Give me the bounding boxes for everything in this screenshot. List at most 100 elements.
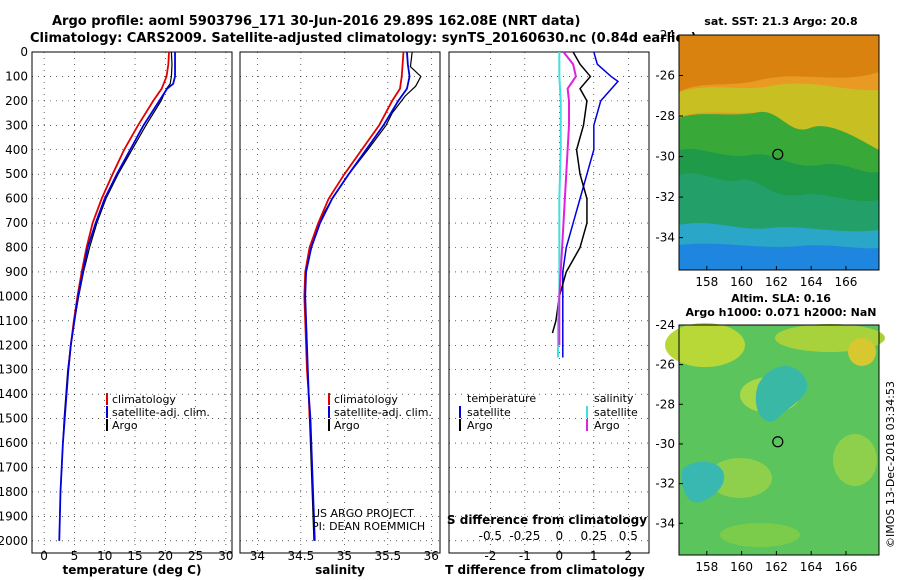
sla-map-axes: -24 -26 -28 -30 -32 -34 158 160 162 164 166 (655, 318, 857, 574)
legend-t-satellite-swatch (459, 406, 461, 418)
depth-tick-label: 1800 (0, 485, 28, 499)
legend-s-satellite-swatch (586, 406, 588, 418)
latitude-tick-label: -24 (655, 318, 675, 332)
legend-climatology-swatch (328, 393, 330, 405)
depth-tick-label: 2000 (0, 534, 28, 548)
x-tick-label: 15 (127, 549, 142, 563)
series-line-s-argo (558, 52, 577, 346)
depth-tick-label: 1400 (0, 387, 28, 401)
temperature-x-axis: 0 5 10 15 20 25 30 (40, 549, 233, 563)
longitude-tick-label: 162 (765, 275, 788, 289)
x-tick-label: 1 (590, 549, 598, 563)
x-tick-label: 0 (556, 549, 564, 563)
depth-tick-label: 700 (5, 216, 28, 230)
depth-tick-label: 900 (5, 265, 28, 279)
series-line-t-satellite (562, 52, 620, 358)
legend-satellite-label: satellite-adj. clim. (334, 406, 432, 419)
difference-panel-frame (448, 51, 650, 554)
sst-map (678, 34, 880, 271)
x-tick-label: -0.5 (479, 529, 502, 543)
series-line-satellite-adj-clim- (304, 52, 411, 541)
latitude-tick-label: -30 (655, 150, 675, 164)
longitude-tick-label: 164 (800, 560, 823, 574)
legend-climatology-label: climatology (112, 393, 176, 406)
sla-high-region (665, 323, 745, 367)
legend-climatology-swatch (106, 393, 108, 405)
legend-s-argo-swatch (586, 419, 588, 431)
sla-low-region (755, 365, 808, 422)
longitude-tick-label: 162 (765, 560, 788, 574)
depth-tick-label: 300 (5, 118, 28, 132)
legend-argo-label: Argo (112, 419, 138, 432)
salinity-legend: climatology satellite-adj. clim. Argo (328, 393, 432, 432)
temperature-x-label: temperature (deg C) (63, 563, 202, 577)
x-tick-label: 35.5 (374, 549, 401, 563)
sst-argo-location-marker (772, 148, 784, 160)
latitude-tick-label: -32 (655, 477, 675, 491)
temperature-series (58, 52, 176, 541)
depth-tick-label: 1100 (0, 314, 28, 328)
project-credit-line1: US ARGO PROJECT (312, 507, 414, 520)
x-tick-label: 25 (188, 549, 203, 563)
figure-title-line1: Argo profile: aoml 5903796_171 30-Jun-20… (52, 14, 580, 29)
legend-t-satellite-label: satellite (467, 406, 511, 419)
project-credit-line2: PI: DEAN ROEMMICH (312, 520, 425, 533)
legend-t-argo-swatch (459, 419, 461, 431)
depth-tick-label: 1300 (0, 363, 28, 377)
depth-tick-label: 1500 (0, 412, 28, 426)
series-line-climatology (67, 52, 170, 370)
sst-map-axes: -24 -26 -28 -30 -32 -34 158 160 162 164 166 (655, 28, 857, 289)
salinity-panel-frame (239, 51, 441, 554)
x-tick-label: 34 (250, 549, 265, 563)
x-tick-label: -1 (519, 549, 531, 563)
depth-tick-label: 1600 (0, 436, 28, 450)
depth-tick-label: 100 (5, 69, 28, 83)
longitude-tick-label: 160 (730, 275, 753, 289)
series-line-s-satellite (556, 52, 562, 358)
x-tick-label: 0.5 (619, 529, 638, 543)
legend-satellite-label: satellite-adj. clim. (112, 406, 210, 419)
x-tick-label: 5 (71, 549, 79, 563)
x-tick-label: 0 (40, 549, 48, 563)
latitude-tick-label: -34 (655, 231, 675, 245)
legend-satellite-swatch (106, 406, 108, 418)
temperature-legend: climatology satellite-adj. clim. Argo (106, 393, 210, 432)
depth-tick-label: 800 (5, 241, 28, 255)
depth-tick-label: 1000 (0, 289, 28, 303)
longitude-tick-label: 158 (695, 275, 718, 289)
figure-title-line2: Climatology: CARS2009. Satellite-adjuste… (30, 31, 697, 46)
salinity-grid (240, 52, 440, 553)
sla-map-title-line2: Argo h1000: 0.071 h2000: NaN (685, 306, 876, 319)
latitude-tick-label: -30 (655, 437, 675, 451)
x-tick-label: 0.25 (580, 529, 607, 543)
x-tick-label: 20 (158, 549, 173, 563)
series-line-argo (58, 52, 173, 541)
salinity-x-label: salinity (315, 563, 365, 577)
latitude-tick-label: -26 (655, 69, 675, 83)
temperature-panel-frame (31, 51, 233, 554)
x-tick-label: 36 (424, 549, 439, 563)
salinity-x-axis: 34 34.5 35 35.5 36 (250, 549, 439, 563)
sla-high-region (708, 458, 772, 498)
legend-argo-label: Argo (334, 419, 360, 432)
longitude-tick-label: 166 (835, 275, 858, 289)
difference-grid (449, 52, 649, 553)
legend-temperature-heading: temperature (467, 392, 536, 405)
s-difference-label: S difference from climatology (447, 513, 647, 527)
sla-high-region (833, 434, 877, 486)
latitude-tick-label: -26 (655, 358, 675, 372)
x-tick-label: 0 (556, 529, 564, 543)
x-tick-label: 2 (624, 549, 632, 563)
sst-map-title: sat. SST: 21.3 Argo: 20.8 (704, 15, 857, 28)
longitude-tick-label: 160 (730, 560, 753, 574)
x-tick-label: -2 (484, 549, 496, 563)
sst-map-frame (678, 34, 880, 271)
latitude-tick-label: -34 (655, 516, 675, 530)
legend-satellite-swatch (328, 406, 330, 418)
series-line-climatology (303, 52, 405, 419)
salinity-series (303, 52, 422, 541)
difference-legend: temperature satellite Argo salinity sate… (459, 392, 638, 432)
series-line-satellite-adj-clim- (58, 52, 176, 541)
longitude-tick-label: 166 (835, 560, 858, 574)
